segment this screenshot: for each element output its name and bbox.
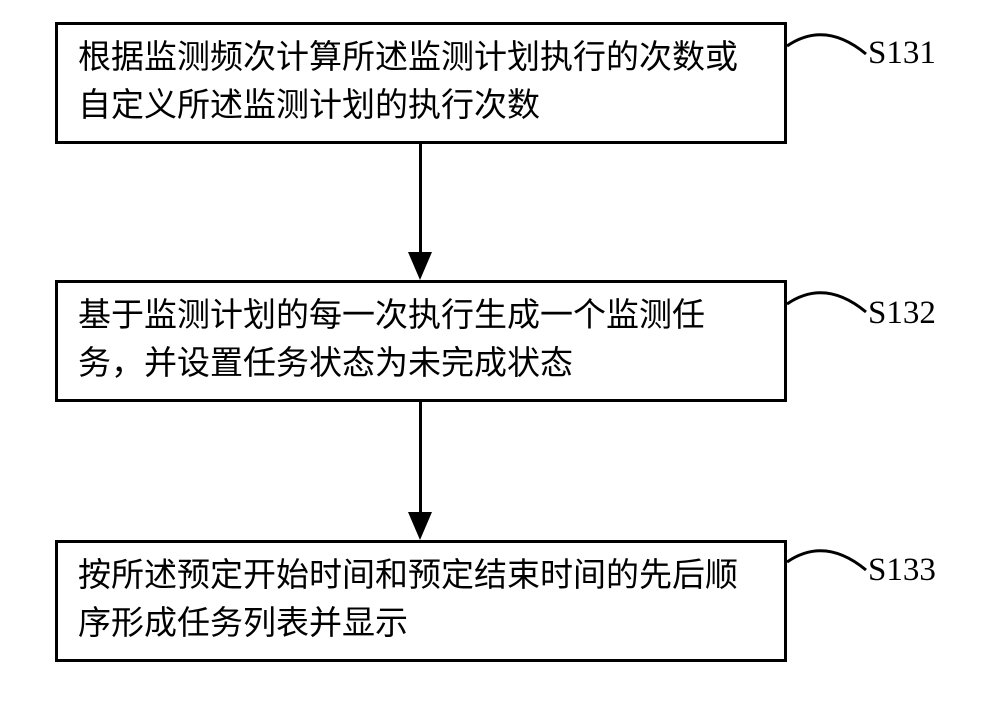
step-text-3: 按所述预定开始时间和预定结束时间的先后顺序形成任务列表并显示 <box>78 553 764 649</box>
arrow-line-1 <box>419 144 422 254</box>
step-text-2: 基于监测计划的每一次执行生成一个监测任务，并设置任务状态为未完成状态 <box>78 293 764 389</box>
arrow-head-2 <box>408 512 432 540</box>
step-label-3: S133 <box>868 552 936 589</box>
step-label-1: S131 <box>868 35 936 72</box>
step-text-1: 根据监测频次计算所述监测计划执行的次数或自定义所述监测计划的执行次数 <box>78 35 764 131</box>
step-label-2: S132 <box>868 295 936 332</box>
step-box-1: 根据监测频次计算所述监测计划执行的次数或自定义所述监测计划的执行次数 <box>55 22 787 144</box>
arrow-head-1 <box>408 252 432 280</box>
flowchart-canvas: 根据监测频次计算所述监测计划执行的次数或自定义所述监测计划的执行次数 基于监测计… <box>0 0 1000 718</box>
step-box-3: 按所述预定开始时间和预定结束时间的先后顺序形成任务列表并显示 <box>55 540 787 662</box>
arrow-line-2 <box>419 402 422 514</box>
step-box-2: 基于监测计划的每一次执行生成一个监测任务，并设置任务状态为未完成状态 <box>55 280 787 402</box>
